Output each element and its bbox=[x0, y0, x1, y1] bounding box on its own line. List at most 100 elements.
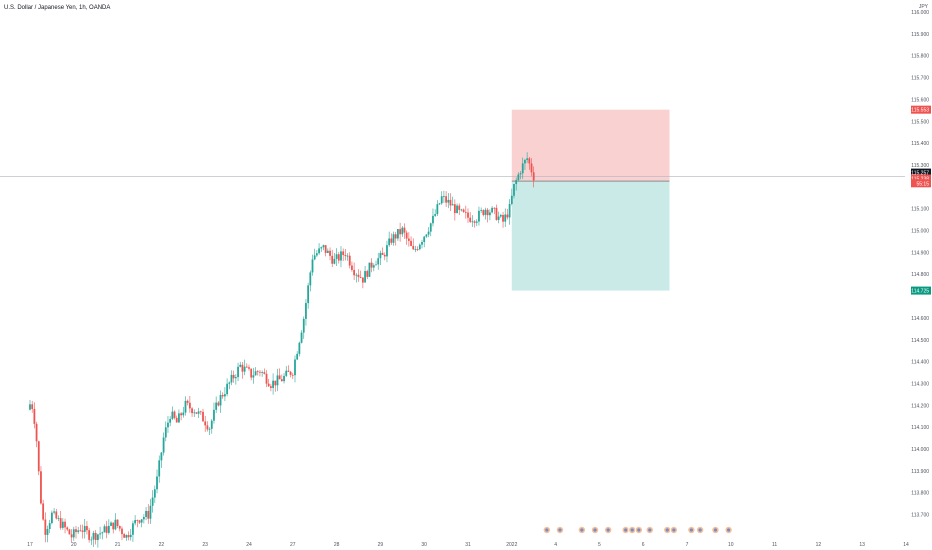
x-tick-label: 24 bbox=[246, 542, 252, 548]
candle-body bbox=[346, 255, 349, 257]
candle-body bbox=[171, 411, 174, 419]
price-tag-label: 115.553 bbox=[911, 108, 929, 114]
candle-body bbox=[121, 528, 123, 535]
candle-body bbox=[125, 535, 128, 538]
candle-body bbox=[197, 411, 200, 414]
flag-icon bbox=[606, 528, 610, 532]
y-tick-label: 114.200 bbox=[911, 403, 929, 409]
candle-body bbox=[388, 238, 391, 246]
candle-body bbox=[355, 274, 358, 276]
candle-body bbox=[232, 374, 235, 379]
candle-body bbox=[504, 214, 507, 222]
candle-body bbox=[305, 303, 307, 319]
flag-icon bbox=[630, 528, 634, 532]
candle-body bbox=[497, 216, 500, 220]
candle-body bbox=[502, 214, 504, 222]
candle-body bbox=[210, 420, 213, 429]
candle-body bbox=[379, 252, 382, 259]
candle-body bbox=[29, 404, 31, 410]
candle-body bbox=[390, 238, 393, 243]
flag-icon bbox=[558, 528, 562, 532]
candle-body bbox=[495, 207, 498, 220]
candle-body bbox=[175, 417, 178, 423]
candle-body bbox=[425, 234, 428, 237]
candle-body bbox=[228, 382, 231, 384]
candle-body bbox=[219, 394, 222, 406]
flag-icon bbox=[637, 528, 641, 532]
candle-body bbox=[456, 205, 458, 214]
candle-body bbox=[469, 217, 472, 222]
candle-body bbox=[145, 510, 147, 517]
x-tick-label: 21 bbox=[115, 542, 121, 548]
candle-body bbox=[416, 249, 419, 250]
candle-body bbox=[241, 364, 244, 372]
candle-body bbox=[70, 534, 73, 538]
candle-body bbox=[300, 332, 303, 343]
candle-body bbox=[35, 423, 38, 442]
candle-body bbox=[482, 210, 485, 215]
candle-body bbox=[64, 521, 66, 528]
candle-body bbox=[79, 530, 82, 532]
candle-body bbox=[383, 254, 386, 257]
candle-body bbox=[55, 511, 58, 519]
y-tick-label: 114.400 bbox=[911, 360, 929, 366]
candle-body bbox=[96, 534, 99, 541]
candle-body bbox=[427, 231, 430, 235]
candle-body bbox=[421, 241, 423, 245]
price-tag bbox=[911, 105, 931, 114]
candle-body bbox=[193, 412, 196, 414]
flag-icon bbox=[689, 528, 693, 532]
candle-body bbox=[368, 262, 371, 277]
candle-body bbox=[132, 523, 134, 535]
candle-body bbox=[331, 255, 334, 264]
candle-body bbox=[94, 532, 97, 541]
candle-body bbox=[506, 214, 509, 218]
flag-icon bbox=[713, 528, 718, 532]
candle-body bbox=[191, 408, 193, 414]
candle-body bbox=[372, 265, 375, 268]
candle-body bbox=[254, 371, 257, 376]
candle-body bbox=[326, 250, 329, 253]
candle-body bbox=[40, 471, 42, 504]
candle-body bbox=[302, 318, 305, 333]
candle-body bbox=[357, 274, 360, 278]
candle-body bbox=[342, 251, 345, 256]
x-tick-label: 27 bbox=[290, 542, 296, 548]
candle-body bbox=[158, 460, 161, 477]
candle-body bbox=[164, 427, 167, 438]
candle-body bbox=[361, 277, 364, 283]
candle-body bbox=[75, 529, 77, 533]
candle-body bbox=[464, 211, 467, 213]
x-tick-label: 6 bbox=[642, 542, 645, 548]
candle-body bbox=[392, 234, 395, 243]
candle-body bbox=[278, 375, 281, 380]
candle-body bbox=[267, 383, 270, 387]
candle-body bbox=[370, 262, 373, 268]
candle-body bbox=[136, 520, 139, 521]
candle-body bbox=[436, 204, 439, 215]
y-tick-label: 114.300 bbox=[911, 381, 929, 387]
candle-body bbox=[129, 534, 132, 538]
candle-body bbox=[107, 525, 110, 533]
candle-body bbox=[103, 526, 106, 533]
candle-body bbox=[340, 251, 342, 261]
flag-icon bbox=[580, 528, 584, 532]
candle-body bbox=[178, 413, 180, 423]
candle-body bbox=[153, 489, 156, 498]
candle-body bbox=[309, 272, 312, 286]
candle-body bbox=[217, 402, 220, 406]
candle-body bbox=[438, 203, 441, 205]
flag-icon bbox=[593, 528, 597, 532]
candle-body bbox=[414, 249, 417, 250]
candle-body bbox=[467, 212, 469, 218]
y-tick-label: 114.000 bbox=[911, 447, 929, 453]
flag-icon bbox=[672, 528, 676, 532]
y-tick-label: 114.500 bbox=[911, 338, 929, 344]
candle-body bbox=[224, 394, 226, 397]
candle-body bbox=[61, 521, 64, 528]
candle-body bbox=[68, 529, 71, 535]
y-tick-label: 115.300 bbox=[911, 163, 929, 169]
candle-body bbox=[88, 530, 91, 540]
candle-body bbox=[443, 196, 445, 198]
